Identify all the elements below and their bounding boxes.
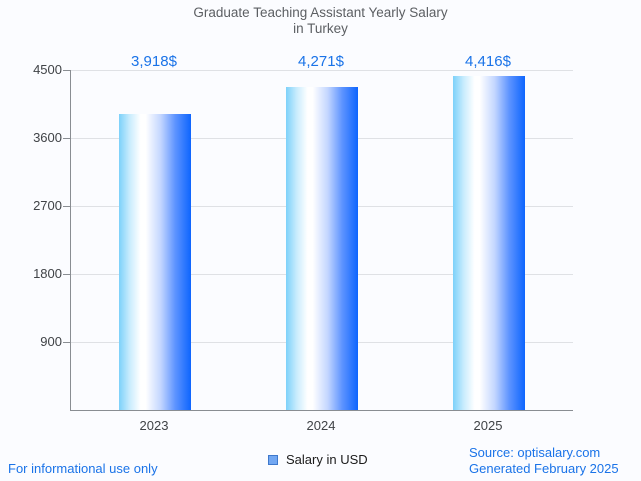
x-tick-label-2023: 2023 [139, 418, 169, 433]
x-tick-label-2025: 2025 [473, 418, 503, 433]
bar-2024[interactable] [286, 87, 358, 410]
chart-title: Graduate Teaching Assistant Yearly Salar… [0, 5, 641, 37]
y-tick-mark-900 [63, 342, 70, 343]
x-tick-label-2024: 2024 [306, 418, 336, 433]
y-tick-label-1800: 1800 [33, 266, 62, 281]
chart-title-line2: in Turkey [293, 21, 348, 36]
source-attribution: Source: optisalary.com Generated Februar… [469, 445, 619, 477]
generated-line: Generated February 2025 [469, 461, 619, 476]
legend-swatch-icon [268, 454, 278, 465]
y-tick-mark-2700 [63, 206, 70, 207]
bar-value-label-2025: 4,416$ [465, 53, 511, 70]
bar-value-label-2024: 4,271$ [298, 53, 344, 70]
gridline-4500 [71, 70, 573, 71]
plot-area [70, 70, 573, 411]
y-tick-label-4500: 4500 [33, 62, 62, 77]
legend-label: Salary in USD [286, 452, 368, 467]
bar-value-label-2023: 3,918$ [131, 53, 177, 70]
y-tick-label-3600: 3600 [33, 130, 62, 145]
y-tick-label-2700: 2700 [33, 198, 62, 213]
chart-title-line1: Graduate Teaching Assistant Yearly Salar… [193, 5, 448, 20]
bar-2023[interactable] [119, 114, 191, 410]
bar-2025[interactable] [453, 76, 525, 410]
disclaimer-text: For informational use only [8, 461, 158, 476]
legend: Salary in USD [268, 452, 368, 467]
y-tick-mark-1800 [63, 274, 70, 275]
y-tick-mark-3600 [63, 138, 70, 139]
y-tick-label-900: 900 [40, 334, 62, 349]
y-tick-mark-4500 [63, 70, 70, 71]
source-line: Source: optisalary.com [469, 445, 601, 460]
